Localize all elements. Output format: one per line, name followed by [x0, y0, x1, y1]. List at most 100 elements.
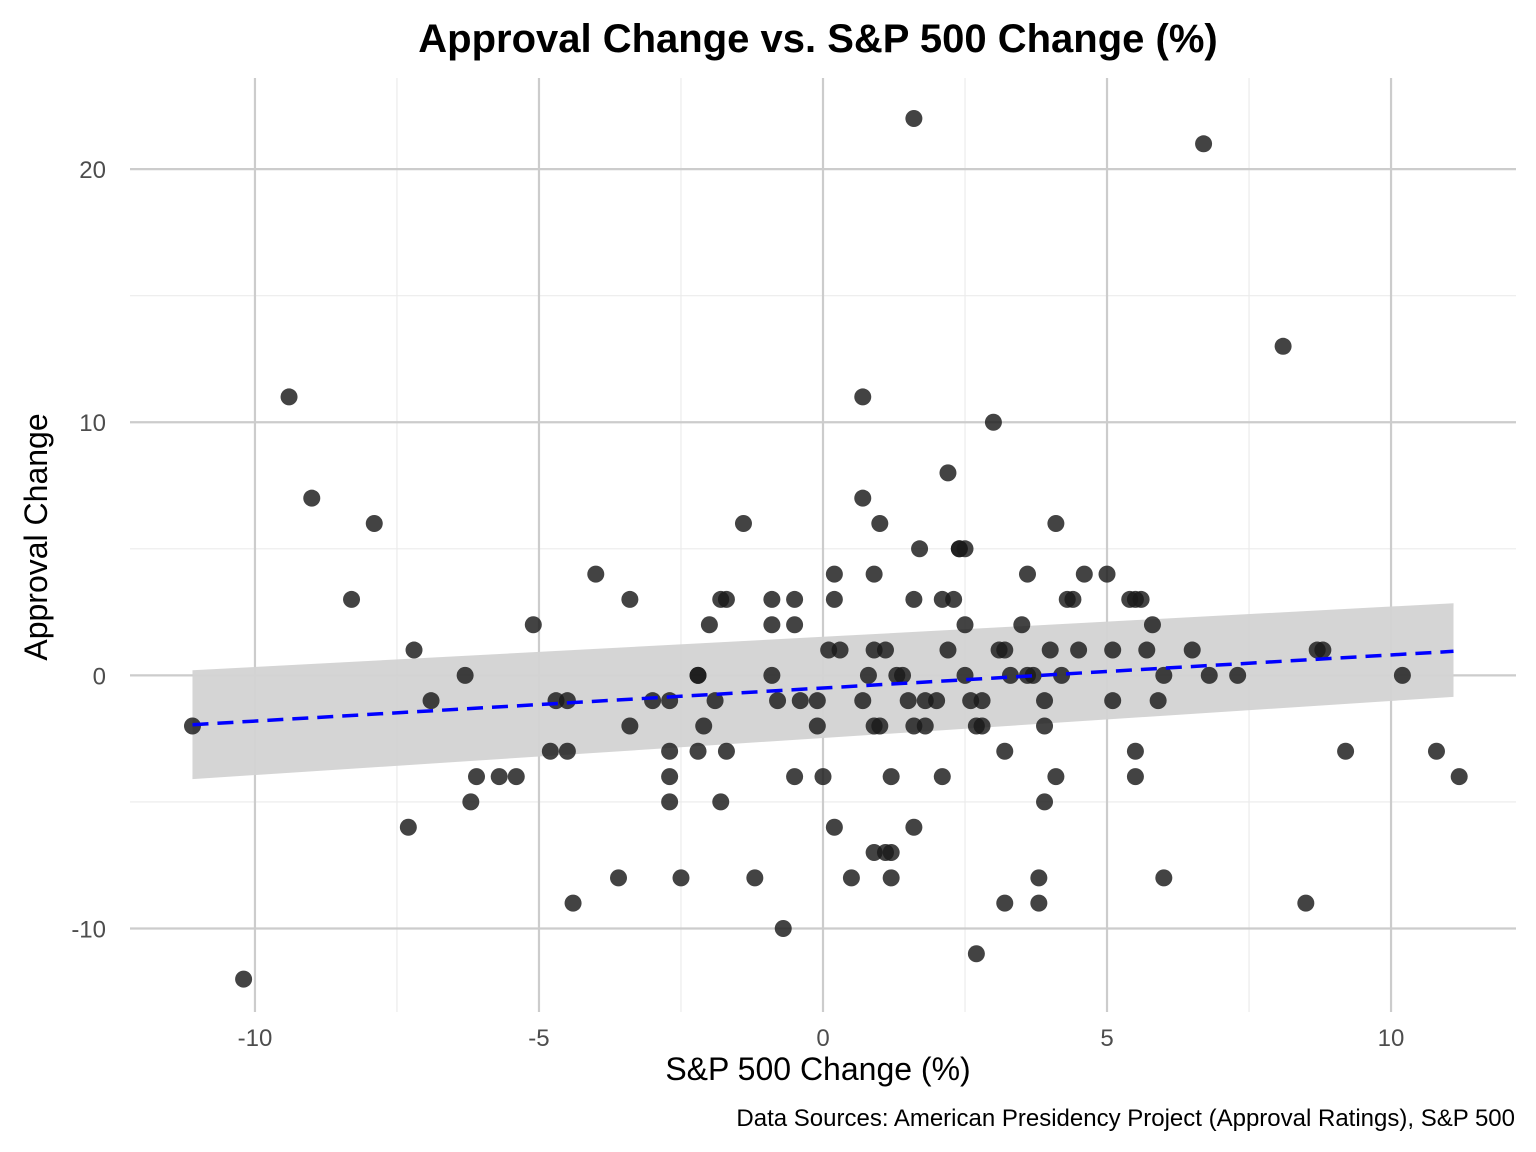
data-point — [956, 540, 974, 558]
data-point — [973, 692, 991, 710]
data-point — [854, 489, 872, 507]
x-tick-label: 10 — [1378, 1025, 1405, 1052]
data-point — [343, 590, 361, 608]
data-point — [894, 666, 912, 684]
data-point — [996, 894, 1014, 912]
data-point — [939, 464, 957, 482]
data-point — [734, 514, 752, 532]
data-point — [621, 590, 639, 608]
data-point — [1018, 565, 1036, 583]
data-point — [973, 717, 991, 735]
data-point — [786, 768, 804, 786]
data-point — [905, 818, 923, 836]
data-point — [1195, 135, 1213, 153]
data-point — [911, 540, 929, 558]
data-point — [814, 768, 832, 786]
data-point — [1149, 692, 1167, 710]
data-point — [1104, 692, 1122, 710]
data-point — [1450, 768, 1468, 786]
data-point — [825, 590, 843, 608]
data-point — [1030, 869, 1048, 887]
data-point — [1104, 641, 1122, 659]
data-point — [422, 692, 440, 710]
data-point — [996, 742, 1014, 760]
data-point — [587, 565, 605, 583]
data-point — [1024, 666, 1042, 684]
data-point — [1098, 565, 1116, 583]
data-point — [808, 717, 826, 735]
data-source-caption: Data Sources: American Presidency Projec… — [736, 1105, 1515, 1132]
data-point — [541, 742, 559, 760]
data-point — [1274, 337, 1292, 355]
data-point — [871, 717, 889, 735]
data-point — [303, 489, 321, 507]
data-point — [1070, 641, 1088, 659]
data-point — [661, 742, 679, 760]
major-gridlines — [130, 78, 1516, 1012]
data-point — [621, 717, 639, 735]
data-point — [695, 717, 713, 735]
data-point — [183, 717, 201, 735]
data-point — [763, 616, 781, 634]
y-tick-label: 10 — [79, 410, 106, 437]
data-point — [786, 590, 804, 608]
data-point — [235, 970, 253, 988]
data-point — [1427, 742, 1445, 760]
data-point — [996, 641, 1014, 659]
data-point — [1036, 717, 1054, 735]
data-point — [882, 768, 900, 786]
x-axis-title: S&P 500 Change (%) — [665, 1051, 970, 1087]
data-point — [791, 692, 809, 710]
data-point — [399, 818, 417, 836]
data-point — [876, 641, 894, 659]
data-point — [769, 692, 787, 710]
data-point — [882, 869, 900, 887]
data-point — [644, 692, 662, 710]
data-point — [808, 692, 826, 710]
data-point — [1155, 666, 1173, 684]
data-point — [1064, 590, 1082, 608]
data-point — [939, 641, 957, 659]
data-point — [1132, 590, 1150, 608]
data-point — [1229, 666, 1247, 684]
data-point — [1138, 641, 1156, 659]
y-axis-ticks: -10 0 10 20 — [71, 157, 106, 943]
data-point — [717, 742, 735, 760]
data-point — [786, 616, 804, 634]
data-point — [456, 666, 474, 684]
data-point — [1314, 641, 1332, 659]
data-point — [462, 793, 480, 811]
data-point — [876, 844, 894, 862]
data-point — [905, 109, 923, 127]
data-point — [564, 894, 582, 912]
data-point — [825, 565, 843, 583]
data-point — [661, 692, 679, 710]
data-point — [854, 388, 872, 406]
data-point — [774, 919, 792, 937]
data-point — [507, 768, 525, 786]
data-point — [831, 641, 849, 659]
x-axis-ticks: -10 -5 0 5 10 — [238, 1025, 1405, 1052]
data-point — [746, 869, 764, 887]
data-point — [1297, 894, 1315, 912]
data-point — [1143, 616, 1161, 634]
data-point — [871, 514, 889, 532]
data-point — [854, 692, 872, 710]
x-tick-label: -5 — [528, 1025, 549, 1052]
data-point — [984, 413, 1002, 431]
data-point — [905, 590, 923, 608]
data-point — [763, 666, 781, 684]
data-point — [1200, 666, 1218, 684]
data-point — [1036, 692, 1054, 710]
data-point — [712, 793, 730, 811]
data-point — [490, 768, 508, 786]
data-point — [672, 869, 690, 887]
chart-title: Approval Change vs. S&P 500 Change (%) — [418, 17, 1217, 61]
x-tick-label: -10 — [238, 1025, 273, 1052]
data-point — [899, 692, 917, 710]
data-point — [928, 692, 946, 710]
data-point — [717, 590, 735, 608]
data-point — [1126, 742, 1144, 760]
data-point — [916, 717, 934, 735]
data-point — [825, 818, 843, 836]
